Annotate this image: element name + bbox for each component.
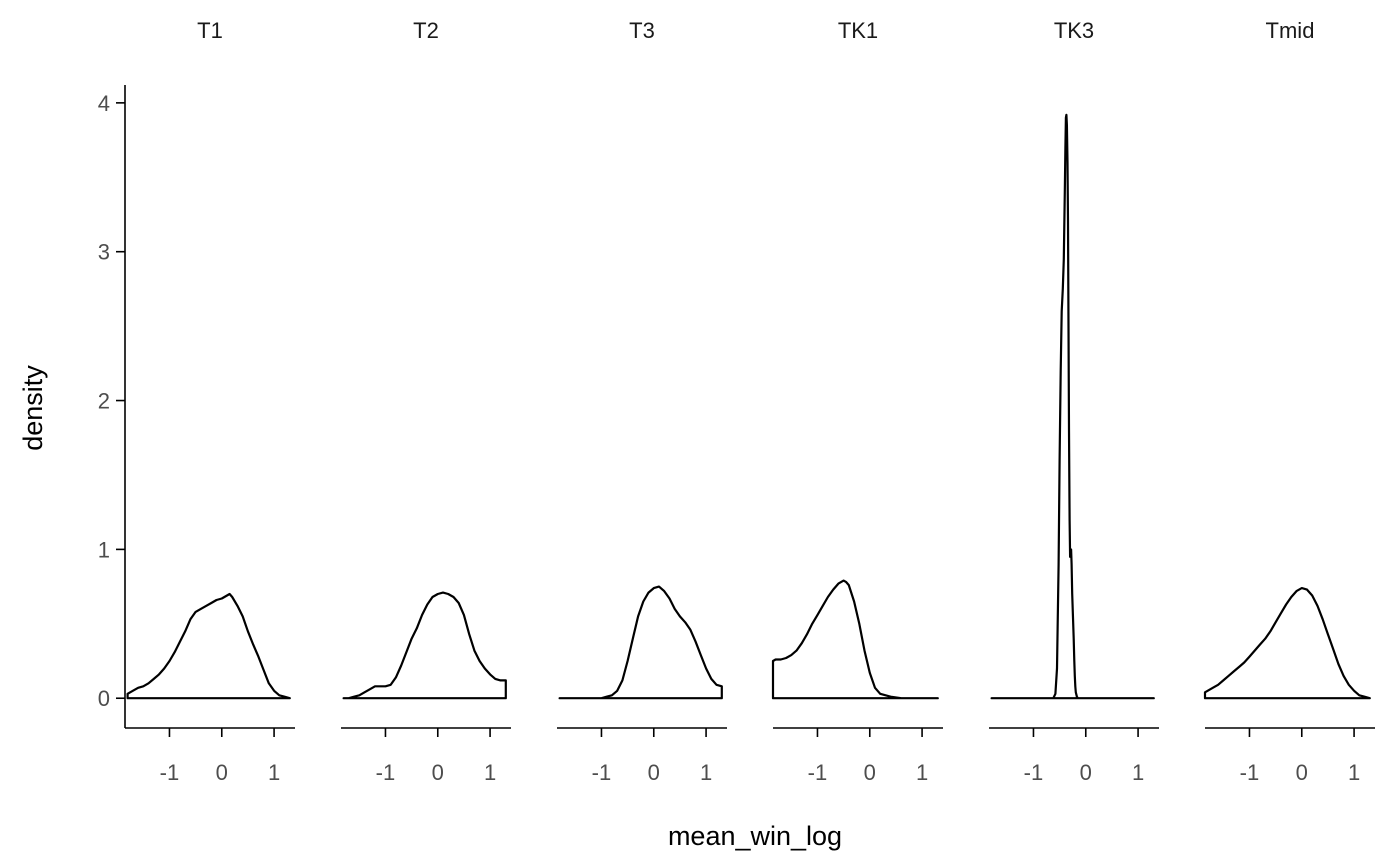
- facet-strip-label: Tmid: [1266, 18, 1315, 43]
- x-tick-label: 1: [1348, 760, 1360, 785]
- x-tick-label: 1: [1132, 760, 1144, 785]
- x-tick-label: -1: [376, 760, 396, 785]
- x-tick-label: 0: [648, 760, 660, 785]
- y-tick-label: 2: [98, 389, 110, 414]
- density-curve-tk1: [771, 579, 939, 700]
- x-tick-label: -1: [808, 760, 828, 785]
- x-tick-label: 1: [916, 760, 928, 785]
- facet-strip-label: T3: [629, 18, 655, 43]
- x-tick-label: 0: [864, 760, 876, 785]
- x-tick-label: 0: [216, 760, 228, 785]
- facet-panel-tk3: TK3 -1 0 1: [989, 18, 1159, 785]
- facet-panel-t2: T2 -1 0 1: [341, 18, 511, 785]
- y-axis: 0 1 2 3 4: [98, 85, 126, 728]
- facet-strip-label: TK1: [838, 18, 878, 43]
- x-tick-label: 1: [700, 760, 712, 785]
- x-tick-label: -1: [592, 760, 612, 785]
- facet-strip-label: TK3: [1054, 18, 1094, 43]
- x-tick-label: -1: [1240, 760, 1260, 785]
- facet-panel-t3: T3 -1 0 1: [557, 18, 727, 785]
- density-curve-tk3: [990, 113, 1155, 700]
- y-tick-label: 4: [98, 91, 110, 116]
- x-tick-label: -1: [1024, 760, 1044, 785]
- x-tick-label: 1: [484, 760, 496, 785]
- y-tick-label: 1: [98, 537, 110, 562]
- facet-panels: T1 -1 0 1 T2 -1 0 1 T3 -1 0 1 TK1 -1 0 1 TK3 -1 0 1 Tmid -1 0 1: [125, 18, 1375, 785]
- x-tick-label: -1: [160, 760, 180, 785]
- density-curve-t1: [126, 592, 291, 700]
- density-curve-tmid: [1203, 587, 1371, 700]
- facet-panel-t1: T1 -1 0 1: [125, 18, 295, 785]
- y-tick-label: 3: [98, 240, 110, 265]
- facet-strip-label: T2: [413, 18, 439, 43]
- facet-panel-tmid: Tmid -1 0 1: [1203, 18, 1375, 785]
- facet-strip-label: T1: [197, 18, 223, 43]
- x-tick-label: 0: [1080, 760, 1092, 785]
- density-curve-t2: [342, 591, 507, 700]
- facet-panel-tk1: TK1 -1 0 1: [771, 18, 943, 785]
- x-tick-label: 1: [268, 760, 280, 785]
- y-axis-title: density: [18, 365, 48, 451]
- x-tick-label: 0: [1296, 760, 1308, 785]
- x-tick-label: 0: [432, 760, 444, 785]
- density-curve-t3: [558, 585, 723, 700]
- y-tick-label: 0: [98, 686, 110, 711]
- x-axis-title: mean_win_log: [668, 821, 842, 851]
